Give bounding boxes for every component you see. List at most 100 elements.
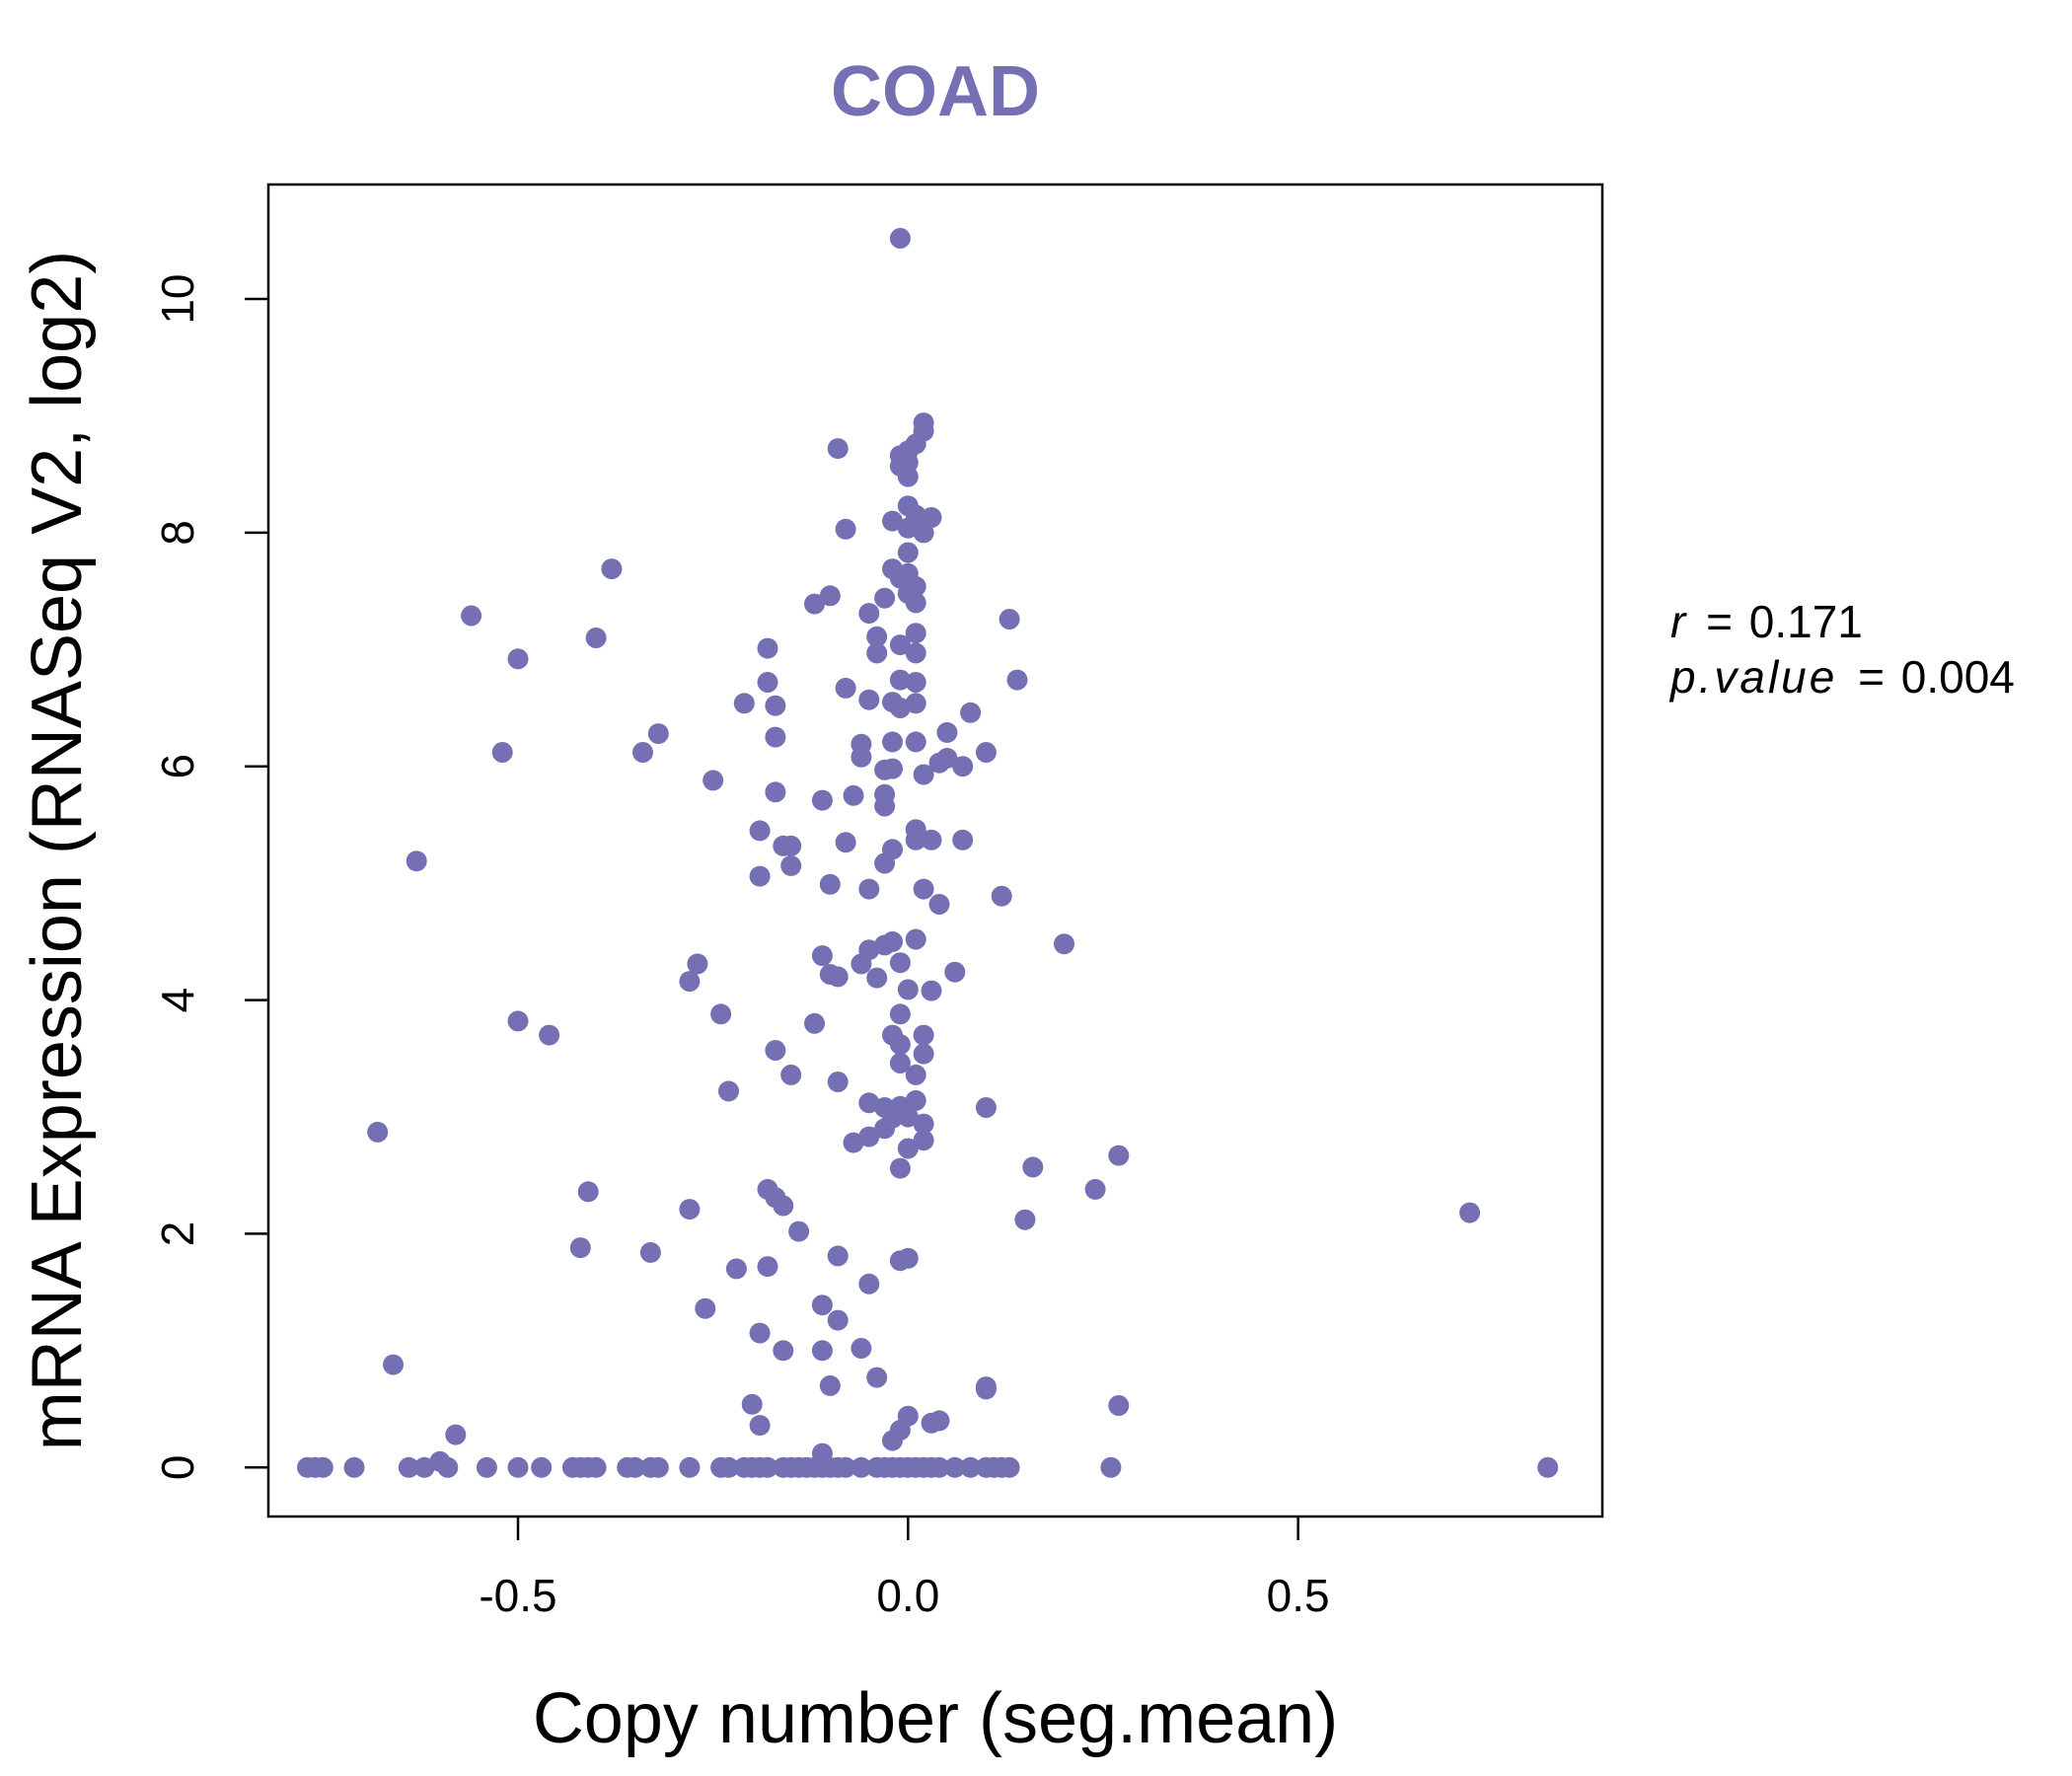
data-point — [858, 1092, 880, 1114]
data-point — [928, 894, 950, 915]
data-point — [889, 1157, 911, 1179]
x-tick-label: 0.5 — [1267, 1570, 1330, 1621]
data-point — [703, 770, 724, 791]
data-point — [757, 1456, 778, 1478]
data-point — [1108, 1395, 1130, 1416]
data-point — [889, 952, 911, 974]
data-point — [507, 1456, 529, 1478]
data-point — [889, 1053, 911, 1073]
data-point — [858, 603, 880, 625]
data-point — [905, 672, 926, 693]
r-value: 0.171 — [1749, 596, 1863, 647]
data-point — [843, 784, 864, 806]
x-tick-label: 0.0 — [876, 1570, 939, 1621]
y-axis-label: mRNA Expression (RNASeq V2, log2) — [18, 251, 97, 1450]
data-point — [679, 1199, 701, 1221]
data-point — [975, 1376, 997, 1398]
data-point — [773, 1195, 794, 1217]
points-layer — [297, 228, 1559, 1478]
x-axis: -0.5 0.0 0.5 — [479, 1517, 1330, 1621]
data-point — [889, 228, 911, 249]
data-point — [749, 1322, 771, 1344]
data-point — [811, 945, 833, 967]
data-point — [1100, 1456, 1122, 1478]
data-point — [639, 1241, 661, 1263]
data-point — [827, 966, 849, 988]
data-point — [905, 592, 926, 614]
data-point — [757, 637, 778, 659]
data-point — [733, 693, 755, 714]
data-point — [889, 1034, 911, 1056]
y-tick-label: 6 — [152, 754, 203, 779]
data-point — [905, 575, 926, 597]
data-point — [928, 1410, 950, 1432]
data-point — [647, 723, 669, 745]
data-point — [991, 885, 1012, 907]
data-point — [897, 1405, 919, 1427]
data-point — [827, 1245, 849, 1267]
data-point — [952, 829, 974, 851]
data-point — [780, 835, 802, 856]
data-point — [687, 953, 708, 975]
y-tick-label: 10 — [152, 274, 203, 325]
data-point — [874, 783, 896, 805]
data-point — [889, 634, 911, 656]
data-point — [921, 980, 942, 1001]
data-point — [999, 609, 1020, 629]
data-point — [1014, 1209, 1036, 1230]
data-point — [507, 648, 529, 670]
data-point — [858, 1126, 880, 1147]
data-point — [577, 1181, 599, 1203]
y-tick-label: 8 — [152, 520, 203, 546]
data-point — [531, 1456, 553, 1478]
data-point — [585, 628, 607, 648]
data-point — [835, 832, 856, 853]
data-point — [539, 1024, 560, 1046]
data-point — [866, 626, 888, 647]
data-point — [780, 1064, 802, 1085]
data-point — [928, 1456, 950, 1478]
r-equals: = — [1706, 596, 1733, 647]
data-point — [1108, 1145, 1130, 1166]
data-point — [1022, 1156, 1044, 1178]
data-point — [905, 504, 926, 526]
data-point — [858, 878, 880, 900]
data-point — [632, 742, 653, 763]
x-tick-label: -0.5 — [479, 1570, 556, 1621]
data-point — [960, 1456, 982, 1478]
p-label: p.value — [1668, 651, 1837, 703]
data-point — [695, 1297, 716, 1319]
data-point — [944, 961, 966, 983]
data-point — [765, 726, 786, 748]
data-point — [905, 731, 926, 753]
data-point — [897, 542, 919, 563]
data-point — [780, 854, 802, 876]
data-point — [437, 1456, 459, 1478]
data-point — [804, 1012, 825, 1034]
data-point — [835, 518, 856, 540]
y-tick-label: 2 — [152, 1221, 203, 1247]
data-point — [866, 1367, 888, 1388]
data-point — [765, 695, 786, 716]
data-point — [858, 1273, 880, 1295]
data-point — [866, 967, 888, 989]
data-point — [866, 642, 888, 664]
data-point — [398, 1456, 419, 1478]
data-point — [960, 702, 982, 723]
data-point — [889, 1003, 911, 1025]
y-tick-label: 4 — [152, 988, 203, 1013]
data-point — [757, 672, 778, 693]
data-point — [835, 1456, 856, 1478]
data-point — [725, 1258, 747, 1280]
data-point — [1054, 933, 1074, 955]
data-point — [858, 689, 880, 710]
data-point — [851, 1338, 872, 1359]
data-point — [601, 558, 623, 580]
data-point — [897, 466, 919, 487]
data-point — [718, 1456, 739, 1478]
data-point — [749, 820, 771, 842]
data-point — [889, 669, 911, 691]
data-point — [936, 747, 958, 769]
y-tick-label: 0 — [152, 1455, 203, 1481]
